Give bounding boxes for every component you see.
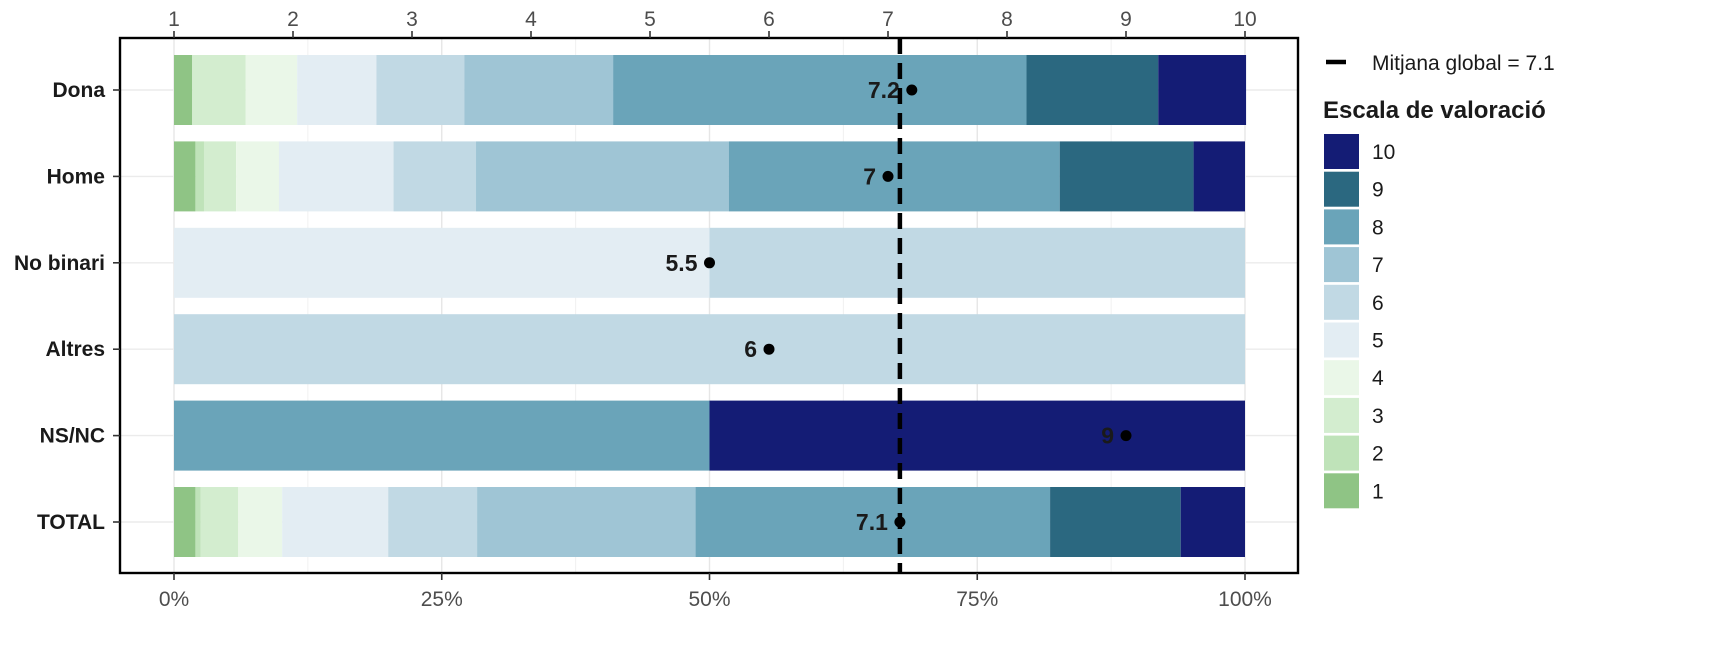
bar-home-4 (236, 141, 279, 212)
legend-label-8: 8 (1372, 216, 1384, 239)
legend-title: Escala de valoració (1323, 97, 1546, 124)
bar-dona-9 (1026, 55, 1159, 125)
legend-swatch-2 (1324, 435, 1359, 471)
legend-label-7: 7 (1372, 254, 1384, 277)
bar-home-6 (393, 141, 477, 212)
bar-home-5 (278, 141, 394, 212)
x-top-tick-label: 1 (168, 8, 180, 31)
x-top-tick-label: 4 (525, 8, 537, 31)
bar-no-binari-6 (709, 227, 1245, 298)
x-top-tick-label: 2 (287, 8, 299, 31)
legend-label-4: 4 (1372, 367, 1384, 390)
bar-total-8 (695, 487, 1051, 557)
bars (174, 55, 1247, 557)
mean-label-total: 7.1 (856, 509, 888, 535)
x-top-tick-label: 7 (882, 8, 894, 31)
legend-label-9: 9 (1372, 179, 1384, 202)
bar-total-3 (200, 487, 239, 557)
x-bottom-tick-label: 0% (159, 588, 189, 611)
mean-point-dona (906, 84, 918, 96)
bar-total-5 (282, 487, 389, 557)
legend-label-6: 6 (1372, 292, 1384, 315)
bar-dona-4 (245, 55, 298, 125)
mean-point-home (882, 170, 894, 182)
bar-home-10 (1193, 141, 1245, 212)
bar-altres-6 (174, 314, 1245, 385)
bar-no-binari-5 (174, 227, 710, 298)
bar-dona-3 (192, 55, 246, 125)
legend-label-5: 5 (1372, 330, 1384, 353)
bar-home-7 (476, 141, 729, 212)
legend-swatch-3 (1324, 397, 1359, 433)
axes: 0% 25% 50% 75% 100% 1 2 3 4 5 6 7 8 9 10 Dona Home No bin… (14, 8, 1272, 611)
x-top-tick-label: 5 (644, 8, 656, 31)
legend-label-10: 10 (1372, 141, 1395, 164)
x-bottom-tick-label: 75% (956, 588, 998, 611)
category-label-total: TOTAL (37, 511, 105, 534)
bar-total-7 (477, 487, 696, 557)
bar-home-9 (1059, 141, 1194, 212)
bar-dona-5 (297, 55, 377, 125)
x-top-tick-label: 10 (1233, 8, 1256, 31)
bar-total-1 (174, 487, 196, 557)
bar-home-3 (203, 141, 237, 212)
legend-swatch-9 (1324, 171, 1359, 207)
category-means: 7.2 7 5.5 6 9 7.1 (666, 77, 1132, 535)
bar-total-9 (1050, 487, 1181, 557)
bar-home-2 (195, 141, 204, 212)
x-top-tick-label: 6 (763, 8, 775, 31)
category-label-home: Home (47, 165, 105, 188)
legend-swatch-7 (1324, 247, 1359, 283)
bar-total-6 (388, 487, 478, 557)
bar-dona-6 (376, 55, 465, 125)
legend: Mitjana global = 7.1 Escala de valoració 1… (1323, 52, 1555, 509)
category-label-altres: Altres (45, 338, 105, 361)
x-bottom-tick-label: 25% (421, 588, 463, 611)
legend-label-1: 1 (1372, 480, 1384, 503)
bar-home-8 (728, 141, 1060, 212)
mean-point-ns-nc (1120, 430, 1132, 442)
bar-dona-10 (1158, 55, 1247, 125)
bar-dona-1 (174, 55, 193, 125)
legend-swatch-6 (1324, 284, 1359, 320)
mean-point-altres (763, 343, 775, 355)
bar-home-1 (174, 141, 196, 212)
mean-label-ns-nc: 9 (1101, 423, 1114, 449)
x-top-tick-label: 9 (1120, 8, 1132, 31)
category-label-no-binari: No binari (14, 252, 105, 275)
mean-label-no-binari: 5.5 (666, 250, 698, 276)
bar-ns-nc-8 (174, 400, 710, 471)
legend-swatch-10 (1324, 134, 1359, 169)
legend-swatch-1 (1324, 473, 1359, 509)
x-bottom-tick-label: 100% (1218, 588, 1272, 611)
bar-dona-8 (613, 55, 1027, 125)
x-bottom-tick-label: 50% (688, 588, 730, 611)
legend-label-2: 2 (1372, 443, 1384, 466)
x-top-tick-label: 8 (1001, 8, 1013, 31)
bar-dona-7 (464, 55, 614, 125)
bar-ns-nc-10 (709, 400, 1245, 471)
mean-label-home: 7 (863, 163, 876, 189)
mean-label-altres: 6 (744, 336, 757, 362)
legend-swatch-4 (1324, 360, 1359, 396)
legend-label-3: 3 (1372, 405, 1384, 428)
legend-swatch-8 (1324, 209, 1359, 245)
legend-swatch-5 (1324, 322, 1359, 358)
mean-label-dona: 7.2 (868, 77, 900, 103)
bar-total-4 (238, 487, 283, 557)
legend-global-mean-label: Mitjana global = 7.1 (1372, 52, 1555, 75)
category-label-dona: Dona (53, 79, 106, 102)
category-label-ns-nc: NS/NC (40, 425, 105, 448)
bar-total-2 (195, 487, 201, 557)
mean-point-no-binari (704, 257, 715, 269)
bar-total-10 (1180, 487, 1245, 557)
x-top-tick-label: 3 (406, 8, 418, 31)
